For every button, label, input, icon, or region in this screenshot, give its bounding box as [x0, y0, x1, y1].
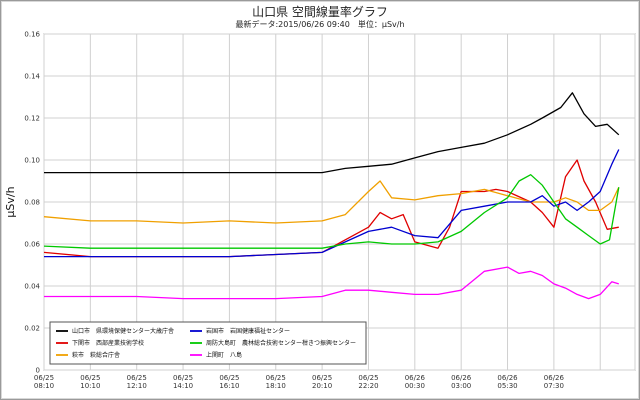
- series-line-5: [43, 174, 620, 249]
- legend-label: 下関市 西部産業技術学校: [72, 339, 144, 347]
- x-tick-time: 00:30: [405, 382, 425, 390]
- y-tick-label: 0.06: [24, 241, 40, 249]
- y-tick-label: 0.12: [24, 115, 40, 123]
- series-line-6: [44, 266, 619, 300]
- legend-label: 上関町 八島: [206, 351, 242, 359]
- y-tick-label: 0.04: [24, 283, 40, 291]
- x-tick-date: 06/26: [451, 374, 472, 382]
- x-tick-time: 07:30: [544, 382, 564, 390]
- x-tick-date: 06/25: [127, 374, 147, 382]
- x-tick-date: 06/25: [173, 374, 193, 382]
- x-tick-date: 06/25: [312, 374, 332, 382]
- y-axis-label: μSv/h: [4, 186, 17, 217]
- series-line-1: [44, 92, 620, 174]
- series-lines: [43, 92, 620, 300]
- x-tick-date: 06/26: [405, 374, 426, 382]
- chart-title: 山口県 空間線量率グラフ: [252, 5, 388, 19]
- x-tick-date: 06/25: [266, 374, 286, 382]
- x-tick-time: 03:00: [451, 382, 471, 390]
- x-tick-time: 18:10: [266, 382, 286, 390]
- series-line-4: [44, 149, 620, 258]
- legend-box: [49, 321, 367, 365]
- y-tick-label: 0.16: [24, 31, 40, 39]
- y-tick-label: 0.02: [24, 325, 40, 333]
- x-tick-date: 06/25: [358, 374, 378, 382]
- x-tick-time: 12:10: [127, 382, 147, 390]
- x-tick-date: 06/25: [219, 374, 239, 382]
- x-tick-time: 10:10: [80, 382, 100, 390]
- x-tick-time: 14:10: [173, 382, 193, 390]
- x-tick-date: 06/25: [80, 374, 100, 382]
- x-tick-date: 06/26: [544, 374, 565, 382]
- x-tick-time: 05:30: [497, 382, 517, 390]
- legend-label: 周防大島町 農林総合技術センター柑きつ振興センター: [206, 339, 356, 347]
- legend-label: 岩国市 岩国健康福祉センター: [206, 327, 290, 335]
- x-tick-time: 16:10: [219, 382, 239, 390]
- x-tick-time: 08:10: [34, 382, 54, 390]
- y-tick-label: 0.10: [24, 157, 40, 165]
- series-line-3: [43, 180, 620, 224]
- legend-label: 山口市 県環境保健センター大歳庁舎: [72, 327, 174, 335]
- y-tick-label: 0.08: [24, 199, 40, 207]
- y-tick-label: 0.14: [24, 73, 40, 81]
- x-tick-date: 06/25: [34, 374, 54, 382]
- x-tick-date: 06/26: [497, 374, 518, 382]
- y-tick-label: 0: [36, 367, 40, 375]
- chart-subtitle: 最新データ:2015/06/26 09:40 単位：μSv/h: [235, 20, 405, 29]
- x-tick-time: 20:10: [312, 382, 332, 390]
- legend-label: 萩市 萩総合庁舎: [72, 351, 120, 359]
- axes: 00.020.040.060.080.100.120.140.1606/2508…: [4, 31, 565, 391]
- x-tick-time: 22:20: [358, 382, 378, 390]
